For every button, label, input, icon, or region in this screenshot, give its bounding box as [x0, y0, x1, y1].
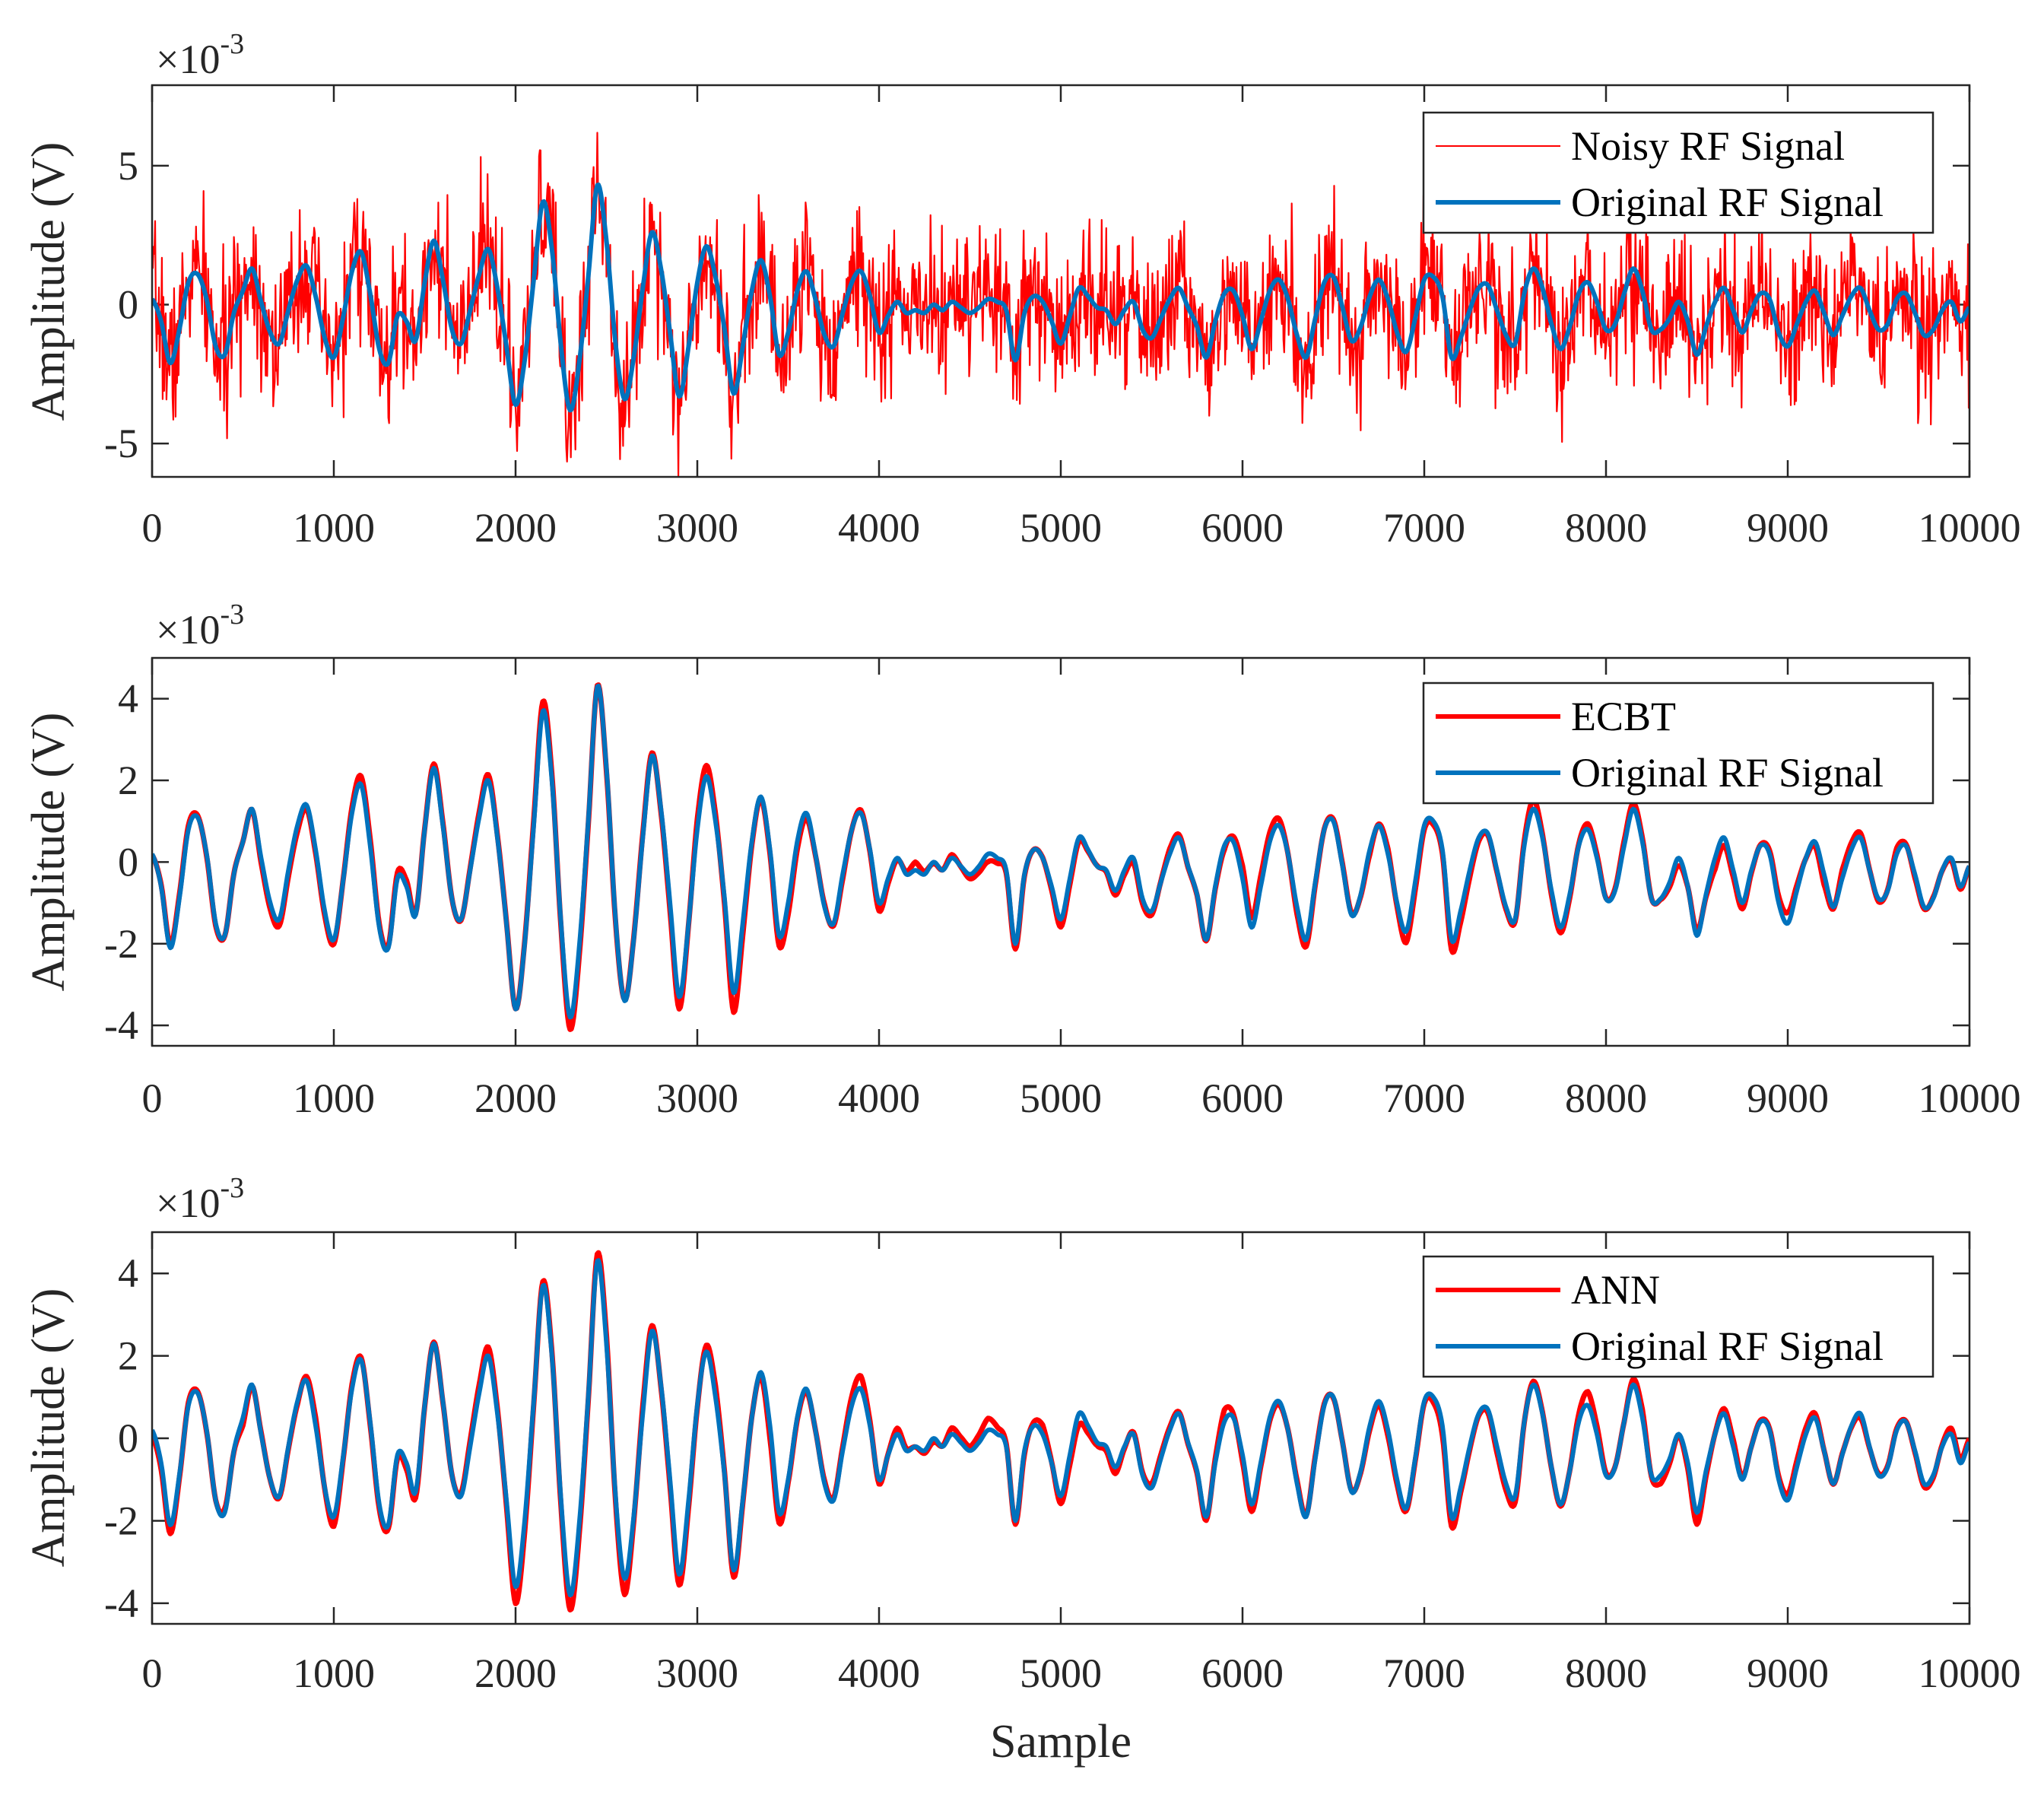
y-axis-label: Amplitude (V) [23, 1288, 75, 1568]
series-line-original-rf-signal [152, 683, 1969, 1020]
x-tick-label: 10000 [1919, 1075, 2021, 1121]
series-line-noisy-rf-signal [152, 132, 1969, 477]
x-tick-label: 2000 [474, 1075, 557, 1121]
y-tick-label: -4 [104, 1002, 138, 1048]
y-tick-label: 2 [118, 1333, 138, 1379]
legend-label-ann: ANN [1571, 1267, 1660, 1313]
x-tick-label: 6000 [1201, 505, 1284, 551]
legend: Noisy RF Signal Original RF Signal [1422, 111, 1934, 234]
x-tick-label: 1000 [293, 1650, 375, 1696]
x-tick-label: 7000 [1383, 1075, 1465, 1121]
legend-label-noisy: Noisy RF Signal [1571, 123, 1845, 169]
x-tick-label: 0 [142, 505, 163, 551]
x-tick-label: 4000 [838, 1650, 920, 1696]
x-tick-label: 5000 [1020, 1075, 1102, 1121]
panel-noisy-signal: 0 1000 2000 3000 4000 5000 6000 7000 8000 9000 100… [23, 28, 2021, 551]
x-tick-label: 2000 [474, 505, 557, 551]
y-tick-label: 5 [118, 143, 138, 189]
y-axis-label: Amplitude (V) [23, 713, 75, 992]
x-tick-label: 6000 [1201, 1650, 1284, 1696]
x-tick-label: 8000 [1565, 1075, 1647, 1121]
y-axis-label: Amplitude (V) [23, 142, 75, 421]
axes-box [151, 84, 1971, 478]
series-lines-group [152, 1250, 1969, 1612]
y-tick-label: 0 [118, 282, 138, 328]
legend-label-original: Original RF Signal [1571, 180, 1884, 225]
x-tick-label: 10000 [1919, 1650, 2021, 1696]
x-tick-label: 9000 [1747, 1650, 1829, 1696]
x-tick-label: 2000 [474, 1650, 557, 1696]
legend: ECBT Original RF Signal [1422, 681, 1934, 805]
x-tick-labels-group: 0 1000 2000 3000 4000 5000 6000 7000 8000 9000 100… [142, 505, 2021, 551]
legend-label-ecbt: ECBT [1571, 694, 1676, 739]
y-tick-label: -5 [104, 421, 138, 466]
panel-ann: 0 1000 2000 3000 4000 5000 6000 7000 8000 9000 100… [23, 1172, 2021, 1768]
y-tick-label: 0 [118, 839, 138, 885]
series-line-original-rf-signal [152, 1258, 1969, 1598]
y-tick-label: 4 [118, 1250, 138, 1296]
legend-box [1422, 681, 1934, 805]
x-tick-label: 5000 [1020, 1650, 1102, 1696]
x-tick-label: 3000 [656, 1075, 738, 1121]
x-tick-label: 9000 [1747, 1075, 1829, 1121]
x-tick-label: 0 [142, 1075, 163, 1121]
x-tick-label: 3000 [656, 1650, 738, 1696]
y-tick-label: -2 [104, 1498, 138, 1543]
panel-ecbt: 0 1000 2000 3000 4000 5000 6000 7000 8000 9000 100… [23, 599, 2021, 1121]
x-tick-labels-group: 0 1000 2000 3000 4000 5000 6000 7000 8000 9000 100… [142, 1075, 2021, 1121]
legend-box [1422, 111, 1934, 234]
y-tick-label: -4 [104, 1581, 138, 1626]
legend-box [1422, 1255, 1934, 1378]
y-tick-labels-group: -4 -2 0 2 4 [104, 676, 138, 1048]
exponent-label: ×10-3 [156, 28, 244, 82]
x-tick-label: 8000 [1565, 1650, 1647, 1696]
y-tick-label: 4 [118, 676, 138, 722]
y-tick-labels-group: -4 -2 0 2 4 [104, 1250, 138, 1626]
x-tick-label: 9000 [1747, 505, 1829, 551]
x-tick-label: 0 [142, 1650, 163, 1696]
series-line-original-rf-signal [152, 182, 1969, 413]
x-tick-labels-group: 0 1000 2000 3000 4000 5000 6000 7000 8000 9000 100… [142, 1650, 2021, 1696]
x-tick-label: 1000 [293, 505, 375, 551]
y-tick-label: -2 [104, 921, 138, 967]
x-tick-label: 6000 [1201, 1075, 1284, 1121]
x-tick-label: 7000 [1383, 1650, 1465, 1696]
x-axis-label: Sample [990, 1716, 1132, 1768]
x-tick-label: 4000 [838, 505, 920, 551]
x-tick-label: 7000 [1383, 505, 1465, 551]
series-lines-group [152, 682, 1969, 1032]
exponent-label: ×10-3 [156, 1172, 244, 1226]
y-tick-label: 0 [118, 1415, 138, 1461]
x-tick-label: 10000 [1919, 505, 2021, 551]
x-tick-label: 3000 [656, 505, 738, 551]
y-tick-label: 2 [118, 758, 138, 803]
x-tick-label: 1000 [293, 1075, 375, 1121]
y-tick-labels-group: -5 0 5 [104, 143, 138, 466]
exponent-label: ×10-3 [156, 599, 244, 653]
x-tick-label: 5000 [1020, 505, 1102, 551]
legend: ANN Original RF Signal [1422, 1255, 1934, 1378]
legend-label-original: Original RF Signal [1571, 750, 1884, 796]
legend-label-original: Original RF Signal [1571, 1323, 1884, 1369]
axes-box [151, 656, 1971, 1047]
series-lines-group [152, 132, 1969, 477]
x-tick-label: 4000 [838, 1075, 920, 1121]
x-tick-label: 8000 [1565, 505, 1647, 551]
axes-box [151, 1231, 1971, 1625]
